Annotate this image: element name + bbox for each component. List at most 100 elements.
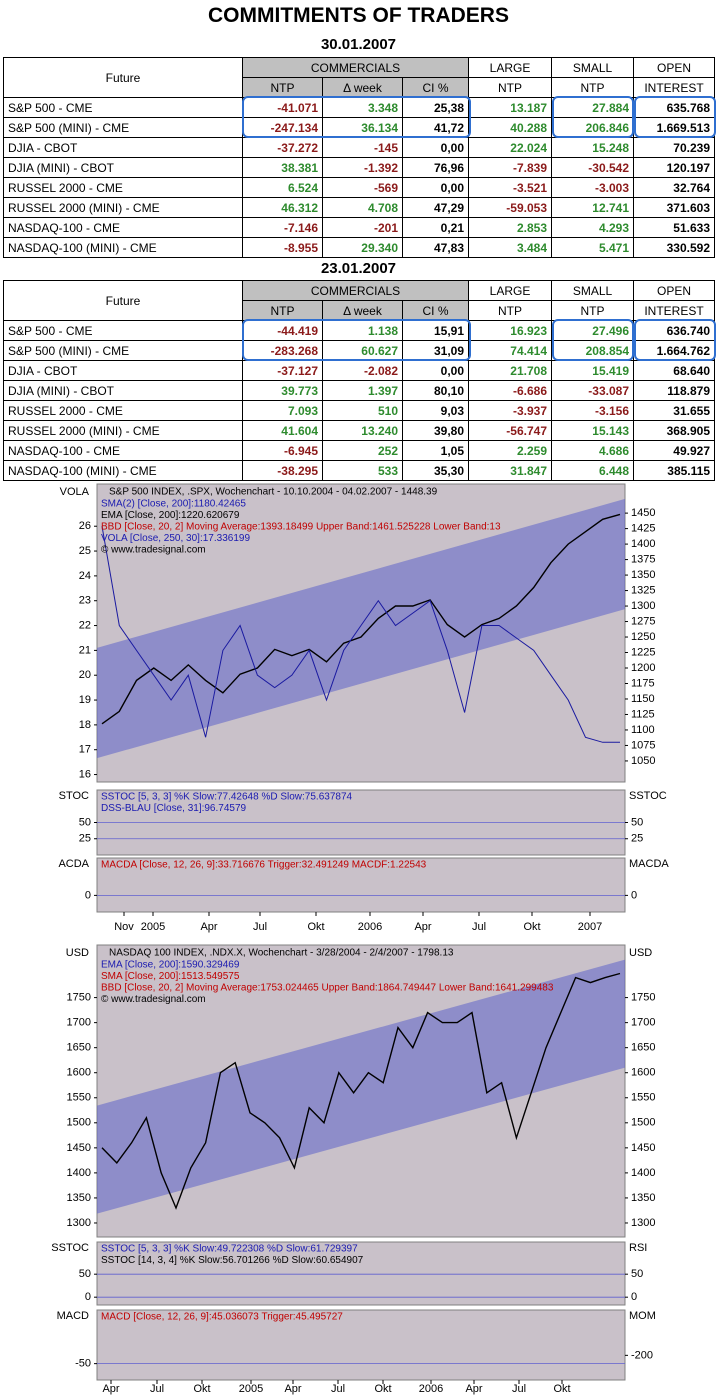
tick-label: -200 <box>631 1349 653 1361</box>
tick-label: 1325 <box>631 584 655 596</box>
tick-label: 1700 <box>67 1017 91 1029</box>
value-cell: -201 <box>322 217 403 238</box>
header-cell: NTP <box>551 77 634 98</box>
tick-label: 23 <box>79 595 91 607</box>
indicator-legend: MACD [Close, 12, 26, 9]:45.036073 Trigge… <box>101 1312 343 1323</box>
indicator-legend: DSS-BLAU [Close, 31]:96.74579 <box>101 803 247 814</box>
tick-label: 1375 <box>631 553 655 565</box>
value-cell: 371.603 <box>633 197 715 218</box>
panel-label: RSI <box>629 1242 647 1254</box>
tick-label: 24 <box>79 570 91 582</box>
tick-label: 21 <box>79 644 91 656</box>
header-row: Future COMMERCIALS LARGE SMALL OPEN <box>3 280 715 321</box>
panel-background <box>96 1309 626 1381</box>
value-cell: 38.381 <box>242 157 323 178</box>
future-name: NASDAQ-100 - CME <box>3 440 243 461</box>
indicator-legend: EMA [Close, 200]:1220.620679 <box>101 510 240 521</box>
tick-label: 50 <box>631 1268 643 1280</box>
cot-table: Future COMMERCIALS LARGE SMALL OPEN NTP Δ week… <box>3 280 715 481</box>
tick-label: 1450 <box>631 1142 655 1154</box>
tick-label: 50 <box>79 816 91 828</box>
tick-label: -50 <box>75 1358 91 1370</box>
header-cell: NTP <box>468 77 552 98</box>
tick-label: 1150 <box>631 693 655 705</box>
page-title: COMMITMENTS OF TRADERS <box>208 4 509 27</box>
future-name: NASDAQ-100 (MINI) - CME <box>3 237 243 258</box>
value-cell: 32.764 <box>633 177 715 198</box>
value-cell: -6.686 <box>468 380 552 401</box>
tick-label: 1100 <box>631 724 655 736</box>
value-cell: 60.627 <box>322 340 403 361</box>
header-row: NTP Δ week CI % NTP NTP INTEREST <box>4 300 715 321</box>
value-cell: 76,96 <box>402 157 469 178</box>
trend-channel <box>97 498 625 759</box>
header-cell: NTP <box>242 300 323 321</box>
x-tick-label: Jul <box>253 921 267 933</box>
future-name: NASDAQ-100 (MINI) - CME <box>3 460 243 481</box>
value-cell: -3.156 <box>551 400 634 421</box>
value-cell: 6.524 <box>242 177 323 198</box>
tick-label: 25 <box>79 833 91 845</box>
tick-label: 1300 <box>631 1217 655 1229</box>
x-tick-label: 2006 <box>358 921 382 933</box>
tick-label: 0 <box>631 1291 637 1303</box>
table-date: 30.01.2007 <box>320 36 397 53</box>
tick-label: 1275 <box>631 615 655 627</box>
value-cell: 31.655 <box>633 400 715 421</box>
value-cell: 40.288 <box>468 117 552 138</box>
value-cell: 51.633 <box>633 217 715 238</box>
value-cell: 49.927 <box>633 440 715 461</box>
value-cell: 118.879 <box>633 380 715 401</box>
x-tick-label: Okt <box>374 1383 391 1395</box>
tick-label: 0 <box>85 889 91 901</box>
value-cell: 41.604 <box>242 420 323 441</box>
header-cell: NTP <box>242 77 323 98</box>
tick-label: 1350 <box>631 569 655 581</box>
price-line <box>101 513 621 725</box>
panel-label: SSTOC <box>629 790 667 802</box>
indicator-legend: SMA [Close, 200]:1513.549575 <box>101 971 240 982</box>
chart-title: S&P 500 INDEX, .SPX, Wochenchart - 10.10… <box>109 487 438 498</box>
data-row: NASDAQ-100 (MINI) - CME -38.295 533 35,30 31… <box>3 460 715 481</box>
value-cell: -8.955 <box>242 237 323 258</box>
panel-label: MACDA <box>629 858 669 870</box>
x-tick-label: 2005 <box>141 921 165 933</box>
tick-label: 1250 <box>631 631 655 643</box>
axis-label: USD <box>629 947 652 959</box>
tick-label: 1750 <box>67 991 91 1003</box>
tick-label: 20 <box>79 669 91 681</box>
header-cell: Future <box>3 280 243 321</box>
tick-label: 50 <box>79 1268 91 1280</box>
tick-label: 1350 <box>67 1192 91 1204</box>
x-tick-label: Okt <box>193 1383 210 1395</box>
value-cell: -38.295 <box>242 460 323 481</box>
tick-label: 1300 <box>631 600 655 612</box>
tick-label: 0 <box>631 889 637 901</box>
tick-label: 25 <box>631 833 643 845</box>
future-name: DJIA (MINI) - CBOT <box>3 380 243 401</box>
data-row: DJIA - CBOT -37.272 -145 0,00 22.024 15.248 70… <box>3 137 715 158</box>
value-cell: 208.854 <box>551 340 634 361</box>
header-row: NTP Δ week CI % NTP NTP INTEREST <box>4 77 715 98</box>
value-cell: 15.143 <box>551 420 634 441</box>
value-cell: 31.847 <box>468 460 552 481</box>
tick-label: 1350 <box>631 1192 655 1204</box>
value-cell: 15,91 <box>402 320 469 341</box>
x-tick-label: 2007 <box>578 921 602 933</box>
cot-table: Future COMMERCIALS LARGE SMALL OPEN NTP Δ week… <box>3 57 715 258</box>
tick-label: 1050 <box>631 755 655 767</box>
panel-label: MACD <box>57 1310 89 1322</box>
x-tick-label: Apr <box>414 921 431 933</box>
table-date: 23.01.2007 <box>320 260 397 277</box>
tick-label: 1125 <box>631 708 655 720</box>
data-row: S&P 500 (MINI) - CME -247.134 36.134 41,72 4… <box>3 117 715 138</box>
x-tick-label: Jul <box>331 1383 345 1395</box>
value-cell: 29.340 <box>322 237 403 258</box>
data-row: S&P 500 (MINI) - CME -283.268 60.627 31,09 7… <box>3 340 715 361</box>
panel-label: MOM <box>629 1310 656 1322</box>
x-tick-label: Jul <box>472 921 486 933</box>
tick-label: 1450 <box>67 1142 91 1154</box>
indicator-legend: SSTOC [14, 3, 4] %K Slow:56.701266 %D Sl… <box>101 1255 364 1266</box>
value-cell: 635.768 <box>633 97 715 118</box>
